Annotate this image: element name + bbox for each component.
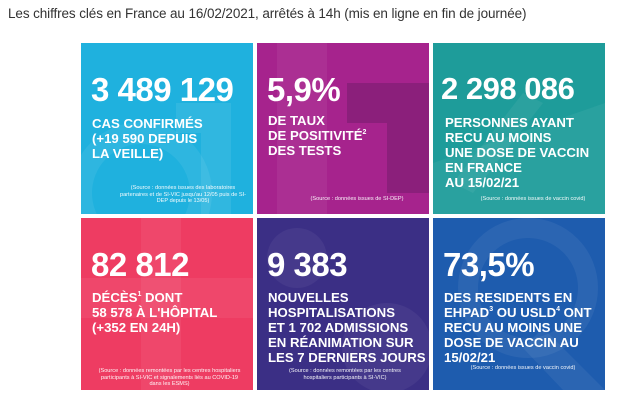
page-title: Les chiffres clés en France au 16/02/202… xyxy=(8,6,527,21)
background-figure-decoration xyxy=(81,218,253,390)
source-deces: (Source : données remontées par les cent… xyxy=(98,368,241,387)
label-vaccines: PERSONNES AYANT RECU AU MOINS UNE DOSE D… xyxy=(445,115,590,190)
tile-cas-confirmes: 3 489 129 CAS CONFIRMÉS (+19 590 DEPUIS … xyxy=(81,43,253,214)
background-figure-decoration xyxy=(277,43,429,214)
background-figure-decoration xyxy=(433,93,605,214)
tile-vaccines: 2 298 086 PERSONNES AYANT RECU AU MOINS … xyxy=(433,43,605,214)
source-hospitalisations: (Source : données remontées par les cent… xyxy=(289,368,401,381)
source-residents-ehpad: (Source : données issues de vaccin covid… xyxy=(470,365,576,371)
value-deces: 82 812 xyxy=(91,246,189,283)
label-residents-ehpad: DES RESIDENTS EN EHPAD3 OU USLD4 ONT REC… xyxy=(444,290,592,365)
source-cas-confirmes: (Source : données issues des laboratoire… xyxy=(119,185,247,204)
value-taux-positivite: 5,9% xyxy=(267,71,341,108)
value-vaccines: 2 298 086 xyxy=(441,71,575,106)
source-vaccines: (Source : données issues de vaccin covid… xyxy=(480,196,586,202)
tile-residents-ehpad: 73,5% DES RESIDENTS EN EHPAD3 OU USLD4 O… xyxy=(433,218,605,390)
value-residents-ehpad: 73,5% xyxy=(443,246,535,283)
tile-deces: 82 812 DÉCÈS1 DONT 58 578 À L'HÔPITAL (+… xyxy=(81,218,253,390)
label-cas-confirmes: CAS CONFIRMÉS (+19 590 DEPUIS LA VEILLE) xyxy=(92,116,203,161)
label-deces: DÉCÈS1 DONT 58 578 À L'HÔPITAL (+352 EN … xyxy=(92,290,218,335)
value-hospitalisations: 9 383 xyxy=(267,246,348,283)
tile-taux-positivite: 5,9% DE TAUX DE POSITIVITÉ2 DES TESTS (S… xyxy=(257,43,429,214)
background-figure-decoration xyxy=(458,218,605,390)
background-figure-decoration xyxy=(81,103,231,214)
background-figure-decoration xyxy=(267,228,429,390)
label-hospitalisations: NOUVELLES HOSPITALISATIONS ET 1 702 ADMI… xyxy=(268,290,426,365)
label-taux-positivite: DE TAUX DE POSITIVITÉ2 DES TESTS xyxy=(268,113,367,158)
tile-hospitalisations: 9 383 NOUVELLES HOSPITALISATIONS ET 1 70… xyxy=(257,218,429,390)
value-cas-confirmes: 3 489 129 xyxy=(91,71,234,108)
source-taux-positivite: (Source : données issues de SI-DEP) xyxy=(310,196,404,202)
